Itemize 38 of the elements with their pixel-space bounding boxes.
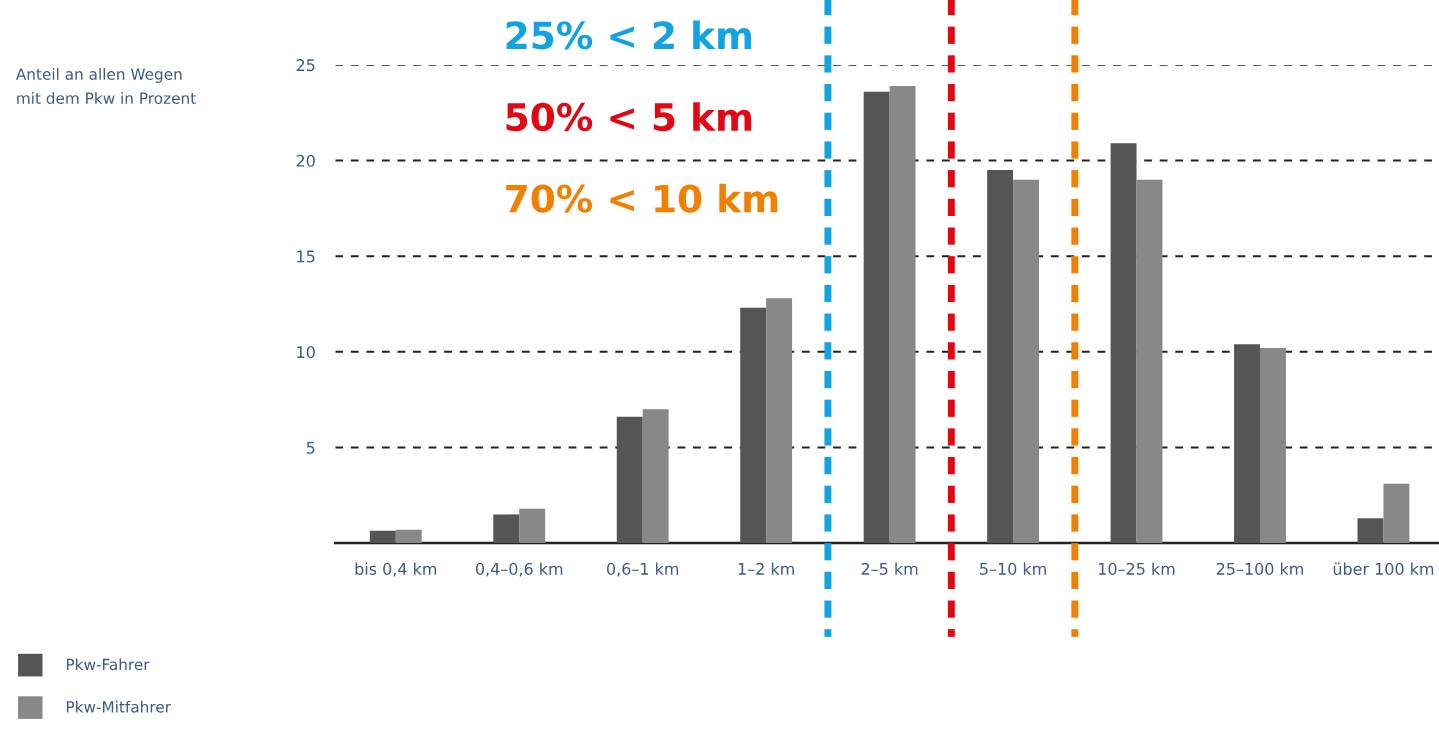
x-tick-label: über 100 km [1333, 562, 1434, 575]
x-tick-label: 0,4–0,6 km [475, 562, 563, 577]
y-tick-label: 5 [306, 441, 315, 454]
y-tick-label: 15 [297, 250, 315, 263]
bar [642, 409, 669, 544]
bar [1259, 347, 1286, 544]
x-tick-label: 5–10 km [980, 562, 1046, 575]
bar [1013, 179, 1039, 544]
bar [863, 91, 890, 544]
text: Anteil an allen Wegen mit dem Pkw in Prozent [15, 68, 196, 104]
annotation: 50% < 5 km [506, 102, 752, 132]
bar [1110, 143, 1137, 544]
x-tick-label: 25–100 km [1216, 562, 1303, 575]
y-tick-label: 20 [296, 154, 315, 167]
x-tick-label: 2–5 km [861, 562, 918, 575]
bar [616, 416, 643, 544]
bar [1383, 483, 1410, 544]
bar [1136, 179, 1163, 544]
annotation: 70% < 10 km [506, 183, 778, 213]
y-tick-label: 25 [296, 59, 315, 72]
bar [519, 508, 546, 544]
y-tick-label: 10 [297, 346, 315, 359]
bar [395, 529, 422, 544]
text: 25% < 2 km [506, 20, 752, 50]
legend-label: Pkw-Mitfahrer [66, 700, 171, 713]
bar [493, 514, 520, 544]
bar [987, 170, 1014, 544]
legend-label: Pkw-Fahrer [66, 658, 150, 671]
x-tick-label: 0,6–1 km [607, 562, 679, 577]
bar [1234, 344, 1260, 544]
bar [889, 85, 916, 544]
x-tick-label: 1–2 km [738, 562, 794, 575]
x-tick-label: bis 0,4 km [355, 562, 437, 577]
bar [740, 307, 767, 544]
bar [766, 298, 793, 544]
bar [369, 530, 396, 544]
bar [1357, 518, 1384, 544]
x-tick-label: 10–25 km [1099, 562, 1175, 575]
